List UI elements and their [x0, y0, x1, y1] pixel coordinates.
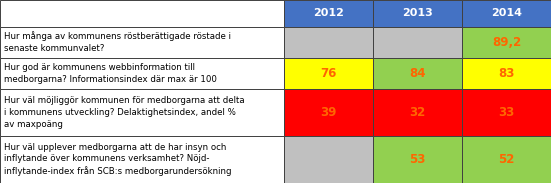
Text: 84: 84: [409, 67, 426, 80]
Bar: [462, 0, 551, 27]
Text: Hur väl upplever medborgarna att de har insyn och
inflytande över kommunens verk: Hur väl upplever medborgarna att de har …: [4, 143, 232, 176]
Bar: [373, 136, 462, 183]
Bar: [284, 89, 373, 136]
Bar: [284, 58, 373, 89]
Text: Hur väl möjliggör kommunen för medborgarna att delta
i kommunens utveckling? Del: Hur väl möjliggör kommunen för medborgar…: [4, 96, 245, 129]
Bar: [373, 0, 462, 27]
Bar: [373, 89, 462, 136]
Text: 32: 32: [409, 106, 426, 119]
Bar: [462, 136, 551, 183]
Text: 2012: 2012: [313, 8, 344, 18]
Bar: [373, 27, 462, 58]
Bar: [462, 89, 551, 136]
Bar: [0, 0, 284, 27]
Text: 83: 83: [499, 67, 515, 80]
Text: 53: 53: [409, 153, 426, 166]
Bar: [0, 58, 284, 89]
Text: Hur många av kommunens röstberättigade röstade i
senaste kommunvalet?: Hur många av kommunens röstberättigade r…: [4, 31, 231, 53]
Text: 89,2: 89,2: [492, 36, 521, 49]
Bar: [284, 27, 373, 58]
Bar: [462, 58, 551, 89]
Text: 2013: 2013: [402, 8, 433, 18]
Bar: [284, 136, 373, 183]
Bar: [284, 0, 373, 27]
Bar: [462, 27, 551, 58]
Bar: [0, 27, 284, 58]
Text: 2014: 2014: [491, 8, 522, 18]
Text: 52: 52: [499, 153, 515, 166]
Bar: [0, 136, 284, 183]
Text: Hur god är kommunens webbinformation till
medborgarna? Informationsindex där max: Hur god är kommunens webbinformation til…: [4, 63, 217, 84]
Text: 33: 33: [499, 106, 515, 119]
Bar: [0, 89, 284, 136]
Bar: [373, 58, 462, 89]
Text: 76: 76: [320, 67, 337, 80]
Text: 39: 39: [320, 106, 337, 119]
